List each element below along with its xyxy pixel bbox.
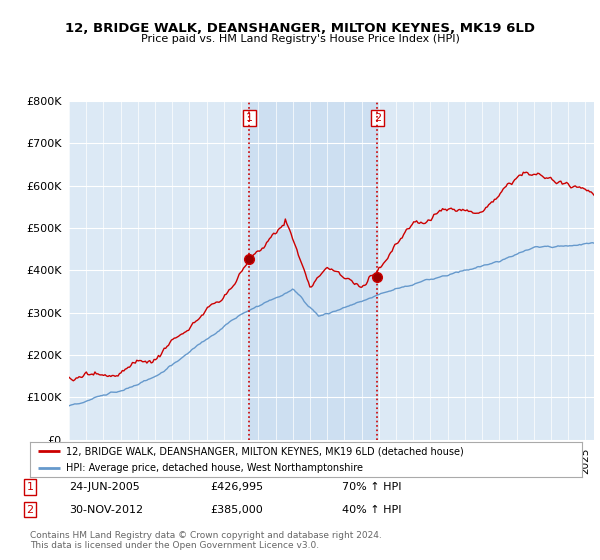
- Text: £426,995: £426,995: [210, 482, 263, 492]
- Text: 70% ↑ HPI: 70% ↑ HPI: [342, 482, 401, 492]
- Text: Contains HM Land Registry data © Crown copyright and database right 2024.
This d: Contains HM Land Registry data © Crown c…: [30, 531, 382, 550]
- Bar: [250, 101, 377, 440]
- Text: Price paid vs. HM Land Registry's House Price Index (HPI): Price paid vs. HM Land Registry's House …: [140, 34, 460, 44]
- Text: 12, BRIDGE WALK, DEANSHANGER, MILTON KEYNES, MK19 6LD (detached house): 12, BRIDGE WALK, DEANSHANGER, MILTON KEY…: [66, 446, 464, 456]
- Text: HPI: Average price, detached house, West Northamptonshire: HPI: Average price, detached house, West…: [66, 464, 363, 473]
- Text: 30-NOV-2012: 30-NOV-2012: [69, 505, 143, 515]
- Text: 1: 1: [26, 482, 34, 492]
- Text: 2: 2: [374, 113, 381, 123]
- Text: 24-JUN-2005: 24-JUN-2005: [69, 482, 140, 492]
- Text: 12, BRIDGE WALK, DEANSHANGER, MILTON KEYNES, MK19 6LD: 12, BRIDGE WALK, DEANSHANGER, MILTON KEY…: [65, 22, 535, 35]
- Text: 1: 1: [246, 113, 253, 123]
- Text: £385,000: £385,000: [210, 505, 263, 515]
- Text: 40% ↑ HPI: 40% ↑ HPI: [342, 505, 401, 515]
- Text: 2: 2: [26, 505, 34, 515]
